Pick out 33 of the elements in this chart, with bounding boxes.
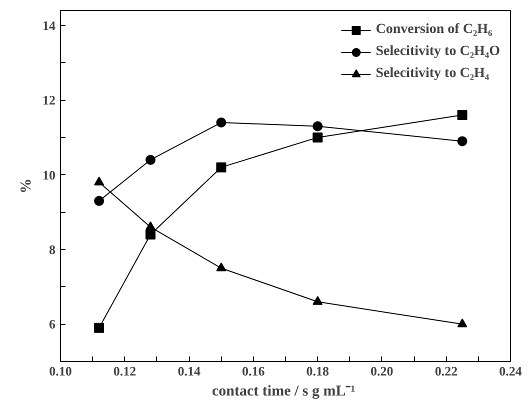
point [94, 196, 104, 206]
x-tick-label: 0.22 [434, 364, 458, 378]
point [216, 262, 226, 272]
y-tick-label: 12 [42, 92, 56, 108]
point [457, 136, 468, 146]
point [312, 121, 323, 132]
legend-label: Selecitivity to C₂H₄O [376, 44, 500, 60]
point [457, 318, 468, 328]
point [146, 230, 156, 240]
point [94, 176, 104, 186]
legend-label: Conversion of C₂H₆ [376, 22, 492, 38]
point [146, 154, 156, 165]
y-tick-label: 14 [42, 18, 56, 33]
point [146, 221, 156, 230]
legend-label: Selecitivity to C₂H₄ [376, 66, 490, 82]
x-tick-label: 0.12 [113, 364, 136, 378]
point [216, 162, 226, 172]
y-axis-title: % [18, 178, 34, 194]
x-tick-label: 0.14 [178, 364, 201, 378]
point [94, 322, 104, 333]
point [457, 110, 468, 120]
x-axis-title: contact time / s g mL⁻¹ [212, 384, 356, 400]
x-tick-label: 0.10 [49, 364, 72, 378]
point [216, 118, 226, 128]
x-tick-label: 0.20 [370, 364, 394, 378]
y-tick-label: 10 [42, 167, 56, 182]
point [312, 296, 323, 305]
y-tick-label: 8 [49, 242, 56, 257]
point [312, 132, 323, 142]
x-tick-label: 0.18 [306, 364, 330, 378]
x-tick-label: 0.24 [499, 364, 522, 378]
x-tick-label: 0.16 [242, 364, 266, 378]
y-tick-label: 6 [49, 316, 56, 332]
